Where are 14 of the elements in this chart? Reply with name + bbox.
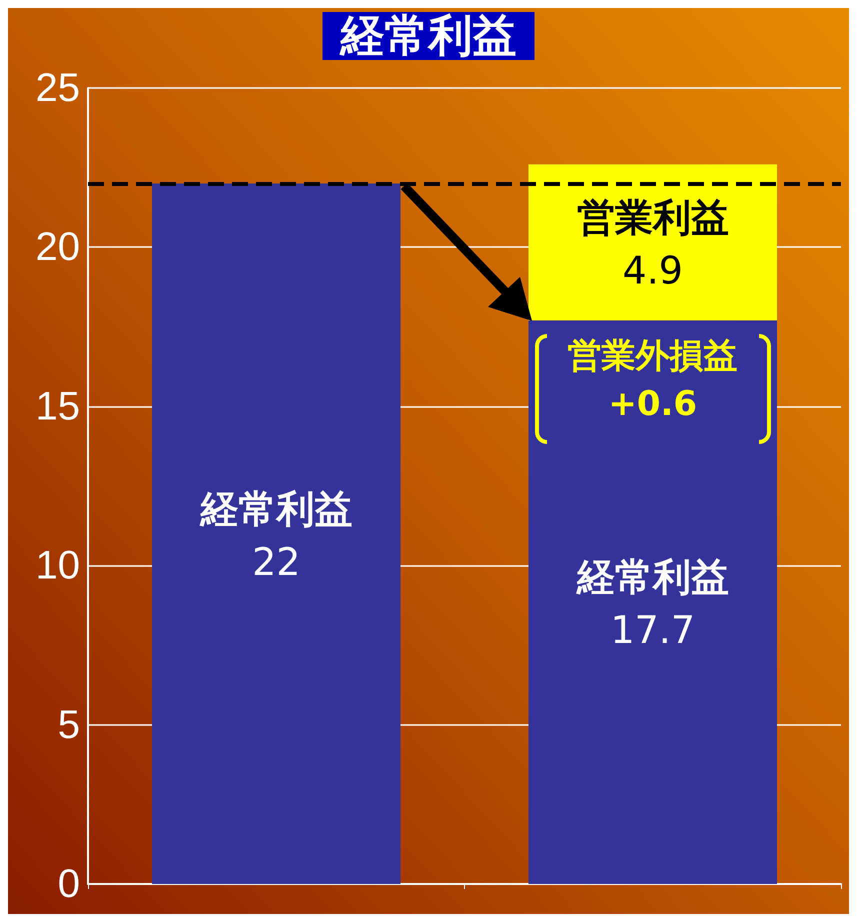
y-tick-label: 0: [58, 862, 80, 906]
y-tick-label: 25: [36, 66, 80, 110]
y-tick-label: 15: [36, 384, 80, 428]
data-label: 17.7: [610, 608, 696, 652]
y-tick-label: 5: [58, 702, 80, 747]
data-label: 4.9: [622, 248, 683, 292]
series-label: 営業利益: [576, 195, 729, 240]
annotation: 営業外損益 +0.6: [566, 335, 739, 426]
text: 経常利益: [576, 555, 729, 600]
series-label: 経常利益: [199, 486, 352, 531]
chart-title: 経常利益: [338, 10, 516, 62]
data-label: 22: [252, 540, 300, 584]
y-tick-label: 20: [36, 225, 80, 270]
y-tick-label: 10: [36, 544, 80, 588]
